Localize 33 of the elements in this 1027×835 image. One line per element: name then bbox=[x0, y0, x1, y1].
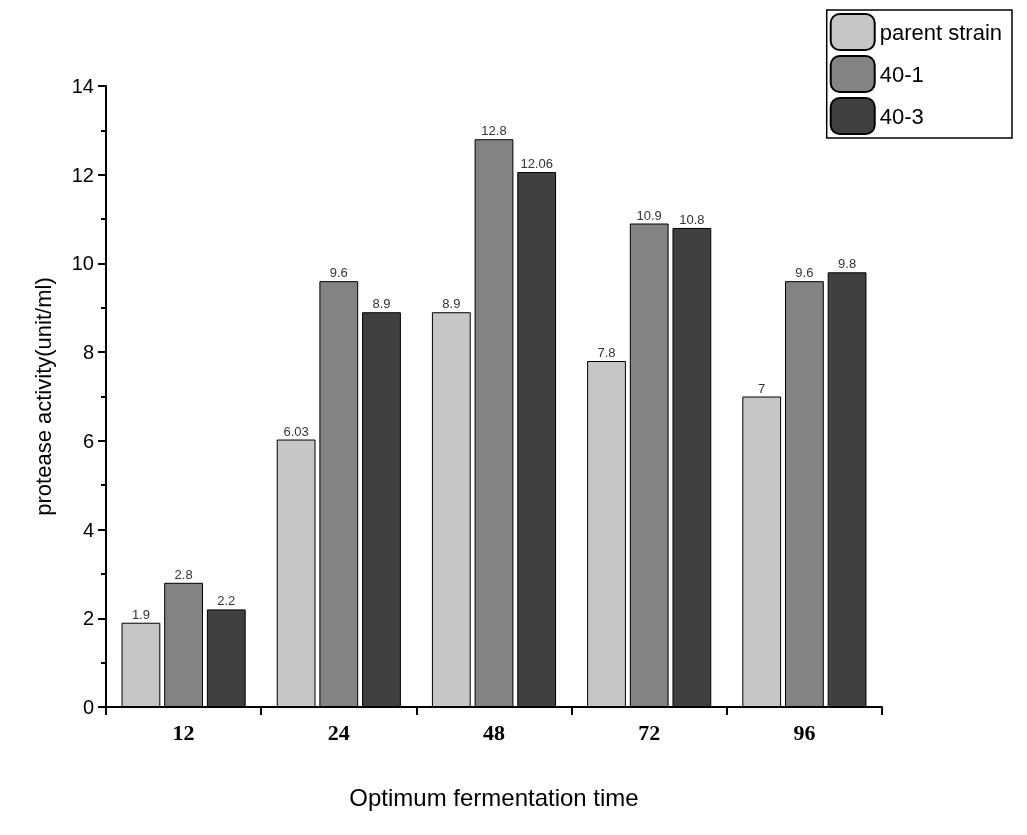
data-label: 9.6 bbox=[795, 265, 814, 281]
data-label: 9.8 bbox=[838, 256, 857, 272]
data-label: 2.2 bbox=[217, 593, 236, 609]
data-label: 2.8 bbox=[174, 566, 193, 582]
x-tick-label: 48 bbox=[483, 719, 505, 745]
data-label: 12.8 bbox=[481, 123, 507, 139]
legend-label: 40-1 bbox=[879, 61, 924, 87]
legend-label: parent strain bbox=[879, 19, 1003, 45]
y-tick-label: 14 bbox=[71, 75, 94, 97]
x-tick-label: 72 bbox=[638, 719, 661, 745]
data-label: 8.9 bbox=[372, 296, 391, 312]
data-label: 8.9 bbox=[442, 296, 461, 312]
y-tick-label: 6 bbox=[82, 429, 94, 452]
y-axis-title: protease activity(unit/ml) bbox=[30, 277, 56, 516]
x-tick-label: 12 bbox=[172, 719, 195, 745]
data-label: 7.8 bbox=[597, 345, 616, 361]
x-tick-label: 96 bbox=[793, 719, 816, 745]
data-label: 9.6 bbox=[329, 265, 348, 281]
data-label: 12.06 bbox=[520, 156, 553, 172]
data-label: 10.8 bbox=[679, 211, 705, 227]
data-label: 1.9 bbox=[131, 606, 150, 622]
y-tick-label: 10 bbox=[71, 252, 94, 275]
y-tick-label: 2 bbox=[82, 607, 94, 630]
data-label: 10.9 bbox=[636, 207, 662, 223]
y-tick-label: 4 bbox=[82, 518, 94, 541]
data-label: 6.03 bbox=[283, 423, 309, 439]
y-tick-label: 8 bbox=[82, 341, 94, 364]
y-tick-label: 12 bbox=[71, 163, 94, 186]
legend-label: 40-3 bbox=[879, 103, 924, 129]
x-axis-title: Optimum fermentation time bbox=[349, 783, 639, 811]
data-label: 7 bbox=[758, 380, 766, 396]
y-tick-label: 0 bbox=[82, 696, 94, 718]
x-tick-label: 24 bbox=[327, 719, 350, 745]
